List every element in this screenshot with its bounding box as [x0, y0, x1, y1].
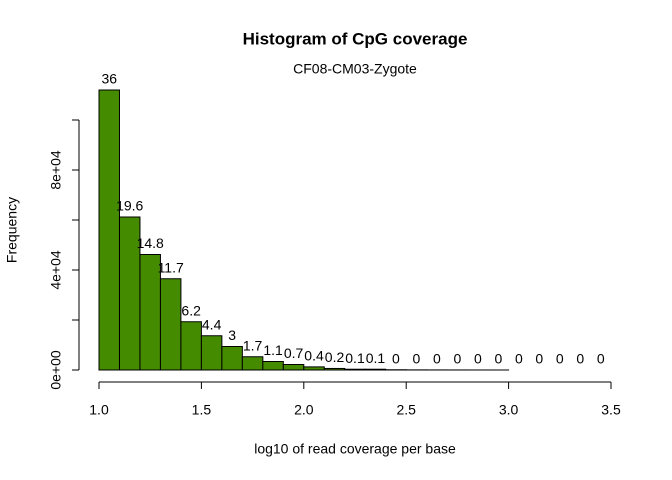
bar [159, 278, 182, 371]
y-tick-label: 8e+04 [48, 150, 64, 190]
percent-label: 1.7 [243, 337, 263, 353]
bar [282, 364, 305, 371]
bar [262, 361, 284, 371]
x-axis-label: log10 of read coverage per base [254, 441, 456, 457]
percent-label: 0.7 [284, 345, 304, 361]
percent-label: 0 [494, 351, 502, 367]
bar [200, 335, 223, 371]
y-tick-label: 0e+00 [48, 350, 64, 390]
percent-label: 4.4 [202, 316, 222, 332]
bar [98, 89, 120, 371]
x-tick-label: 2.5 [396, 402, 416, 418]
bar [303, 366, 325, 371]
percent-label: 19.6 [116, 198, 143, 214]
percent-label: 0 [413, 351, 421, 367]
bar [180, 321, 202, 371]
percent-label: 3 [228, 327, 236, 343]
chart-subtitle: CF08-CM03-Zygote [293, 61, 417, 77]
percent-label: 14.8 [137, 235, 164, 251]
percent-label: 0 [454, 351, 462, 367]
percent-label: 0 [515, 351, 523, 367]
percent-label: 0 [535, 351, 543, 367]
chart-title: Histogram of CpG coverage [243, 29, 468, 48]
bar [344, 368, 366, 371]
percent-label: 0 [597, 351, 605, 367]
percent-label: 36 [101, 71, 117, 87]
bar [221, 346, 243, 371]
y-axis-label: Frequency [4, 197, 20, 263]
percent-label: 0 [474, 351, 482, 367]
percent-label: 0 [556, 351, 564, 367]
x-tick-label: 2.0 [294, 402, 314, 418]
percent-label: 0.2 [325, 349, 345, 365]
percent-label: 11.7 [158, 259, 184, 275]
percent-label: 0 [433, 351, 441, 367]
x-tick-label: 3.0 [499, 402, 519, 418]
bar [323, 367, 346, 371]
bar [364, 368, 387, 371]
percent-label: 0.1 [366, 350, 386, 366]
percent-label: 0.1 [345, 350, 365, 366]
y-tick-label: 4e+04 [48, 250, 64, 290]
bar [241, 356, 264, 371]
percent-label: 6.2 [181, 302, 201, 318]
percent-label: 0 [392, 350, 400, 366]
x-tick-label: 1.5 [192, 402, 212, 418]
x-tick-label: 3.5 [601, 402, 621, 418]
percent-label: 0 [576, 351, 584, 367]
percent-label: 1.1 [263, 342, 283, 358]
percent-label: 0.4 [304, 348, 324, 364]
x-tick-label: 1.0 [89, 402, 109, 418]
